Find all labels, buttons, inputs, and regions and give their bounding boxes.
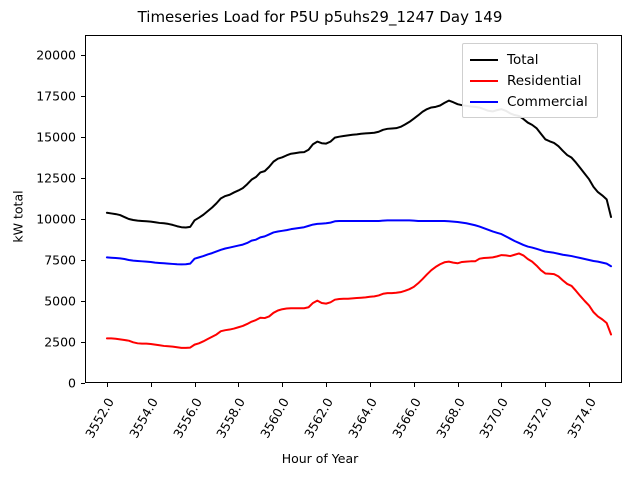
x-tick-mark: [194, 383, 196, 387]
legend-label-residential: Residential: [507, 72, 582, 89]
x-tick-label: 3554.0: [125, 395, 161, 441]
x-tick-mark: [413, 383, 415, 387]
chart-title: Timeseries Load for P5U p5uhs29_1247 Day…: [137, 8, 503, 26]
x-tick-label: 3562.0: [301, 395, 337, 441]
x-tick-mark: [282, 383, 284, 387]
series-line-total: [105, 99, 613, 229]
x-tick-mark: [106, 383, 108, 387]
series-line-residential: [105, 252, 613, 349]
legend-swatch-total: [470, 58, 498, 61]
legend-item-total: Total: [470, 49, 588, 70]
y-axis-label: kW total: [10, 190, 26, 243]
legend: Total Residential Commercial: [462, 43, 598, 118]
legend-label-commercial: Commercial: [507, 93, 588, 110]
legend-label-total: Total: [507, 51, 539, 68]
x-tick-mark: [150, 383, 152, 387]
x-tick-label: 3552.0: [82, 395, 117, 441]
y-tick-label: 0: [68, 375, 76, 391]
y-tick-label: 20000: [36, 47, 76, 63]
x-tick-label: 3560.0: [257, 395, 293, 441]
x-tick-label: 3574.0: [564, 395, 600, 441]
x-tick-mark: [238, 383, 240, 387]
legend-swatch-commercial: [470, 100, 498, 103]
x-tick-mark: [589, 383, 591, 387]
x-tick-mark: [501, 383, 503, 387]
legend-item-commercial: Commercial: [470, 91, 588, 112]
x-axis-label: Hour of Year: [281, 451, 359, 466]
series-canvas: [105, 99, 613, 349]
x-tick-label: 3558.0: [213, 395, 249, 441]
x-tick-label: 3566.0: [388, 395, 424, 441]
x-tick-label: 3564.0: [345, 395, 380, 441]
x-tick-mark: [326, 383, 328, 387]
series-line-commercial: [105, 219, 613, 268]
y-tick-mark: [81, 383, 85, 385]
legend-item-residential: Residential: [470, 70, 588, 91]
x-tick-mark: [457, 383, 459, 387]
x-tick-mark: [369, 383, 371, 387]
x-tick-label: 3568.0: [432, 395, 468, 441]
x-tick-label: 3572.0: [520, 395, 556, 441]
x-tick-label: 3556.0: [169, 395, 205, 441]
legend-swatch-residential: [470, 79, 498, 82]
x-tick-label: 3570.0: [476, 395, 512, 441]
x-tick-mark: [545, 383, 547, 387]
